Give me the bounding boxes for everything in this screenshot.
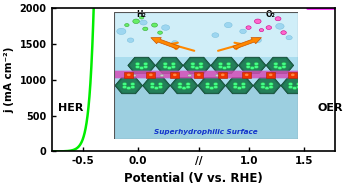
X-axis label: Potential (V vs. RHE): Potential (V vs. RHE) <box>124 172 263 185</box>
Text: HER: HER <box>58 103 84 113</box>
Text: OER: OER <box>317 103 343 113</box>
Y-axis label: j (mA cm⁻²): j (mA cm⁻²) <box>4 47 14 113</box>
